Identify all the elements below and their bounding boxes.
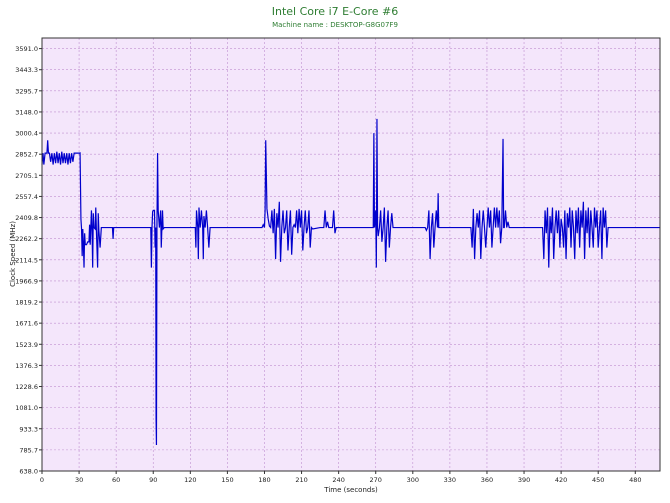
x-tick-label: 150 [221, 476, 233, 484]
x-tick-label: 180 [258, 476, 270, 484]
y-tick-label: 933.3 [19, 425, 38, 433]
x-tick-label: 420 [555, 476, 567, 484]
y-tick-label: 2705.1 [15, 172, 38, 180]
x-axis-label: Time (seconds) [323, 486, 378, 494]
y-tick-label: 3443.3 [15, 66, 38, 74]
plot-background [42, 38, 660, 471]
x-tick-labels: 0 30 60 90 120 150 180 210 240 270 300 330 360 390 420… [40, 471, 641, 484]
y-tick-label: 1228.6 [15, 383, 38, 391]
y-tick-label: 1376.3 [15, 362, 38, 370]
x-tick-label: 360 [481, 476, 493, 484]
x-tick-label: 240 [332, 476, 344, 484]
y-tick-label: 2557.4 [15, 193, 38, 201]
x-tick-label: 60 [112, 476, 120, 484]
y-tick-label: 3148.0 [15, 108, 38, 116]
x-tick-label: 390 [518, 476, 530, 484]
series-line [41, 118, 660, 445]
x-tick-label: 480 [629, 476, 641, 484]
x-tick-label: 0 [40, 476, 44, 484]
x-tick-label: 120 [184, 476, 196, 484]
x-tick-label: 330 [444, 476, 456, 484]
y-tick-label: 3000.4 [15, 130, 38, 138]
y-tick-label: 3591.0 [15, 45, 38, 53]
y-tick-label: 1081.0 [15, 404, 38, 412]
y-tick-label: 2114.5 [15, 256, 38, 264]
y-tick-label: 1819.2 [15, 299, 38, 307]
x-tick-label: 300 [407, 476, 419, 484]
x-tick-label: 270 [370, 476, 382, 484]
y-tick-label: 1671.6 [15, 320, 38, 328]
y-tick-labels: 638.0 785.7 933.3 1081.0 1228.6 1376.3 1523.9 1… [15, 45, 42, 476]
y-tick-label: 638.0 [19, 468, 38, 476]
y-tick-label: 2852.7 [15, 151, 38, 159]
x-tick-label: 30 [75, 476, 83, 484]
x-tick-label: 210 [295, 476, 307, 484]
y-tick-label: 1966.9 [15, 277, 38, 285]
grid-lines [41, 38, 660, 472]
plot-border [41, 37, 661, 472]
x-tick-label: 450 [592, 476, 604, 484]
chart-title: Intel Core i7 E-Core #6 [271, 5, 399, 18]
y-tick-label: 2409.8 [15, 214, 38, 222]
y-tick-label: 785.7 [19, 446, 38, 454]
y-axis-label: Clock Speed (MHz) [9, 221, 17, 287]
y-tick-label: 3295.7 [15, 87, 38, 95]
y-tick-label: 1523.9 [15, 341, 38, 349]
x-tick-label: 90 [149, 476, 157, 484]
chart-subtitle: Machine name : DESKTOP-G8G07F9 [272, 21, 398, 29]
y-tick-label: 2262.2 [15, 235, 38, 243]
